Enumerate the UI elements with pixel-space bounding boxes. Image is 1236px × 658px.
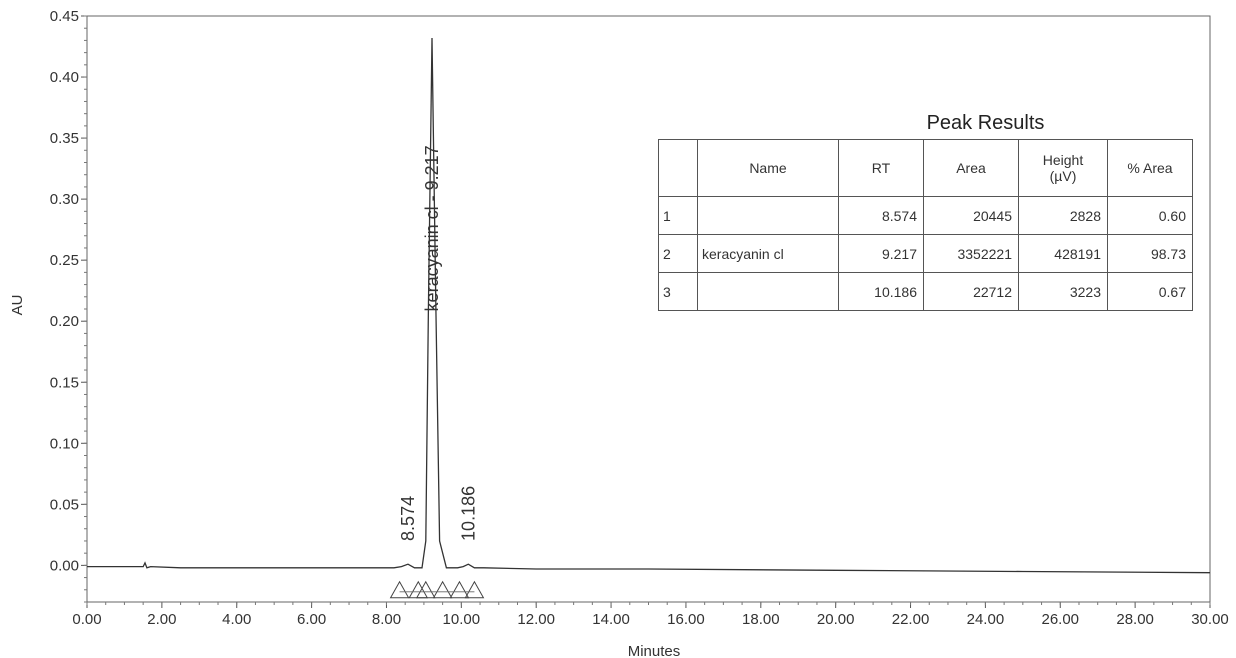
x-tick-label: 18.00 bbox=[742, 611, 780, 628]
y-tick-label: 0.40 bbox=[50, 69, 79, 86]
table-cell: 22712 bbox=[923, 272, 1019, 311]
series-line bbox=[87, 37, 1211, 574]
table-cell: 3223 bbox=[1018, 272, 1108, 311]
table-cell: 8.574 bbox=[838, 196, 924, 235]
peak-labels: 8.574 keracyanin cl - 9.217 10.186 bbox=[398, 145, 478, 541]
peak-results-table: Name RT Area Height (µV)% Area 1 8.574 20445 28… bbox=[658, 139, 1193, 311]
x-tick-label: 12.00 bbox=[517, 611, 555, 628]
chromatogram-trace bbox=[87, 37, 1211, 574]
y-tick-label: 0.15 bbox=[50, 374, 79, 391]
table-header-cell: % Area bbox=[1107, 139, 1193, 197]
table-cell: keracyanin cl bbox=[697, 234, 839, 273]
y-tick-label: 0.25 bbox=[50, 252, 79, 269]
x-tick-label: 4.00 bbox=[222, 611, 251, 628]
table-header-row: Name RT Area Height (µV)% Area bbox=[658, 139, 1193, 197]
table-header-cell: RT bbox=[838, 139, 924, 197]
x-tick-label: 14.00 bbox=[592, 611, 630, 628]
table-cell: 2 bbox=[658, 234, 698, 273]
axis-ticks: 0.00 0.05 0.10 0.15 0.20 0.25 0.30 0.35 0.40 0.45… bbox=[50, 8, 1229, 628]
table-cell bbox=[697, 272, 839, 311]
y-tick-label: 0.00 bbox=[50, 557, 79, 574]
table-row: 2 keracyanin cl 9.217 3352221 428191 98.73 bbox=[658, 234, 1193, 273]
table-cell: 3352221 bbox=[923, 234, 1019, 273]
integration-marker bbox=[449, 580, 470, 599]
integration-marker bbox=[464, 580, 485, 599]
table-cell: 1 bbox=[658, 196, 698, 235]
peak-results-title: Peak Results bbox=[926, 112, 1045, 134]
peak-label: keracyanin cl - 9.217 bbox=[422, 145, 442, 311]
table-row: 1 8.574 20445 2828 0.60 bbox=[658, 196, 1193, 235]
table-cell: 0.67 bbox=[1107, 272, 1193, 311]
x-tick-label: 6.00 bbox=[297, 611, 326, 628]
table-body: 1 8.574 20445 2828 0.60 2 keracyanin cl 9.217 33… bbox=[658, 196, 1193, 311]
table-cell: 428191 bbox=[1018, 234, 1108, 273]
table-cell: 3 bbox=[658, 272, 698, 311]
y-axis-title: AU bbox=[9, 295, 26, 316]
table-row: 3 10.186 22712 3223 0.67 bbox=[658, 272, 1193, 311]
table-header-cell: Height (µV) bbox=[1018, 139, 1108, 197]
x-tick-label: 10.00 bbox=[443, 611, 481, 628]
x-tick-label: 16.00 bbox=[667, 611, 705, 628]
table-header-cell: Area bbox=[923, 139, 1019, 197]
y-tick-label: 0.10 bbox=[50, 435, 79, 452]
y-tick-label: 0.20 bbox=[50, 313, 79, 330]
table-cell bbox=[697, 196, 839, 235]
table-cell: 20445 bbox=[923, 196, 1019, 235]
peak-results-panel: Peak Results Name RT Area Height (µV)% Area … bbox=[658, 112, 1193, 311]
x-tick-label: 24.00 bbox=[967, 611, 1005, 628]
table-header-cell: Name bbox=[697, 139, 839, 197]
y-tick-label: 0.05 bbox=[50, 496, 79, 513]
peak-label: 8.574 bbox=[398, 496, 418, 541]
x-tick-label: 0.00 bbox=[72, 611, 101, 628]
table-cell: 10.186 bbox=[838, 272, 924, 311]
peak-integration-markers bbox=[389, 580, 485, 599]
table-cell: 98.73 bbox=[1107, 234, 1193, 273]
y-tick-label: 0.35 bbox=[50, 130, 79, 147]
integration-marker bbox=[389, 580, 410, 599]
x-tick-label: 8.00 bbox=[372, 611, 401, 628]
x-tick-label: 26.00 bbox=[1041, 611, 1079, 628]
x-axis-title: Minutes bbox=[628, 643, 681, 658]
integration-marker bbox=[415, 580, 436, 599]
x-tick-label: 20.00 bbox=[817, 611, 855, 628]
x-tick-label: 2.00 bbox=[147, 611, 176, 628]
x-tick-label: 30.00 bbox=[1191, 611, 1229, 628]
x-tick-label: 28.00 bbox=[1116, 611, 1154, 628]
peak-label: 10.186 bbox=[458, 486, 478, 541]
table-cell: 0.60 bbox=[1107, 196, 1193, 235]
table-cell: 9.217 bbox=[838, 234, 924, 273]
table-cell: 2828 bbox=[1018, 196, 1108, 235]
y-tick-label: 0.45 bbox=[50, 8, 79, 25]
table-header-cell bbox=[658, 139, 698, 197]
y-tick-label: 0.30 bbox=[50, 191, 79, 208]
x-tick-label: 22.00 bbox=[892, 611, 930, 628]
integration-marker bbox=[432, 580, 453, 599]
